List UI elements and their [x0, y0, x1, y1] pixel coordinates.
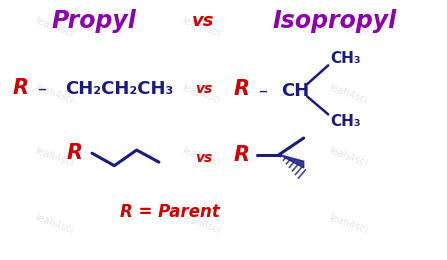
- Text: leah4sci: leah4sci: [328, 83, 369, 106]
- Text: leah4sci: leah4sci: [181, 83, 222, 106]
- Text: leah4sci: leah4sci: [181, 212, 222, 235]
- Text: R: R: [233, 79, 249, 99]
- Text: vs: vs: [195, 82, 212, 96]
- Text: CH₃: CH₃: [331, 51, 361, 66]
- Text: Propyl: Propyl: [52, 9, 137, 33]
- Text: R: R: [66, 143, 82, 163]
- Text: leah4sci: leah4sci: [181, 16, 222, 39]
- Text: leah4sci: leah4sci: [328, 145, 369, 168]
- Text: Isopropyl: Isopropyl: [273, 9, 397, 33]
- Text: –: –: [258, 82, 267, 100]
- Text: vs: vs: [195, 151, 212, 165]
- Text: leah4sci: leah4sci: [328, 16, 369, 39]
- Text: CH₂CH₂CH₃: CH₂CH₂CH₃: [65, 80, 173, 98]
- Text: leah4sci: leah4sci: [34, 145, 75, 168]
- Text: –: –: [37, 80, 46, 98]
- Text: leah4sci: leah4sci: [34, 16, 75, 39]
- Text: CH: CH: [281, 82, 309, 100]
- Text: vs: vs: [192, 12, 215, 30]
- Text: CH₃: CH₃: [331, 114, 361, 129]
- Text: leah4sci: leah4sci: [34, 212, 75, 235]
- Text: R: R: [13, 78, 29, 98]
- Polygon shape: [279, 154, 304, 168]
- Text: R = Parent: R = Parent: [120, 204, 220, 222]
- Text: leah4sci: leah4sci: [328, 212, 369, 235]
- Text: leah4sci: leah4sci: [181, 145, 222, 168]
- Text: leah4sci: leah4sci: [34, 83, 75, 106]
- Text: R: R: [233, 145, 249, 165]
